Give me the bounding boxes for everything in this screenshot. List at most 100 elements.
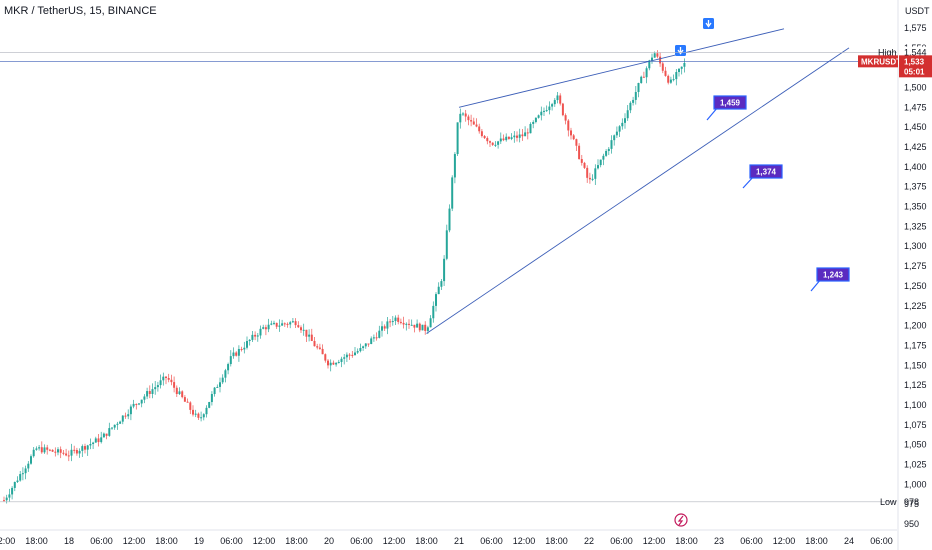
candle-body (443, 258, 446, 282)
candle-body (100, 437, 103, 443)
candle-body (516, 135, 518, 138)
candle-body (540, 111, 543, 116)
candle-body (84, 446, 86, 450)
candle-body (629, 102, 632, 111)
candle-body (553, 100, 556, 105)
candle-body (437, 286, 440, 295)
candle-body (518, 134, 521, 138)
candle-body (502, 138, 505, 141)
candle-body (159, 380, 162, 386)
candle-body (445, 230, 448, 259)
candle-body (499, 138, 502, 142)
candle-body (205, 407, 208, 415)
price-tick-label: 1,150 (904, 360, 927, 370)
candle-body (156, 385, 159, 388)
candle-body (208, 402, 211, 408)
candle-body (132, 403, 135, 407)
candle-body (181, 391, 184, 398)
candle-body (259, 328, 262, 336)
candle-body (224, 370, 227, 378)
candle-body (200, 417, 203, 419)
candle-body (656, 53, 659, 57)
time-tick-label: 12:00 (0, 536, 15, 546)
candle-body (108, 428, 111, 436)
candle-body (78, 450, 81, 454)
candle-body (48, 449, 51, 451)
candle-body (513, 135, 516, 138)
candle-body (127, 414, 130, 417)
candle-body (464, 113, 467, 117)
price-tick-label: 1,475 (904, 102, 927, 112)
candle-body (607, 148, 610, 151)
candle-body (597, 165, 599, 169)
candle-body (586, 167, 589, 178)
candle-body (148, 391, 151, 394)
candle-body (264, 327, 267, 330)
candle-body (67, 455, 70, 457)
time-tick-label: 12:00 (773, 536, 796, 546)
candle-body (210, 394, 213, 403)
candle-body (97, 438, 100, 443)
candle-body (610, 140, 613, 149)
candle-body (667, 75, 670, 83)
candle-body (54, 451, 57, 453)
price-tick-label: 1,200 (904, 321, 927, 331)
candle-body (21, 473, 24, 475)
price-tick-label: 1,375 (904, 182, 927, 192)
candle-body (294, 321, 297, 326)
candle-body (418, 323, 421, 331)
candle-body (105, 433, 108, 436)
candle-body (472, 121, 475, 125)
time-tick-label: 18:00 (545, 536, 568, 546)
candle-body (453, 154, 456, 178)
candle-body (451, 177, 454, 209)
candle-body (613, 135, 616, 141)
candle-body (27, 463, 30, 469)
candle-body (300, 327, 302, 331)
time-tick-label: 18:00 (285, 536, 308, 546)
price-tick-label: 1,450 (904, 122, 927, 132)
candle-body (216, 386, 219, 388)
candle-body (399, 321, 402, 323)
candle-body (480, 131, 483, 137)
countdown: 05:01 (904, 67, 925, 76)
time-tick-label: 18:00 (675, 536, 698, 546)
candle-body (494, 144, 497, 146)
candle-body (59, 449, 62, 453)
candle-body (302, 329, 305, 331)
candle-body (372, 337, 375, 339)
candle-body (186, 401, 189, 403)
candle-body (5, 497, 8, 501)
candle-body (675, 72, 678, 80)
candle-body (337, 361, 340, 363)
candle-body (273, 322, 275, 324)
candle-body (327, 360, 329, 366)
candle-body (567, 120, 570, 131)
candle-body (659, 56, 662, 64)
candle-body (543, 110, 545, 112)
candle-body (73, 449, 76, 451)
time-tick-label: 12:00 (253, 536, 276, 546)
candle-body (178, 391, 181, 395)
candle-body (491, 142, 494, 145)
candle-body (135, 403, 138, 405)
candle-body (359, 348, 362, 352)
candle-body (237, 348, 240, 356)
target-badge (816, 267, 850, 282)
candle-body (310, 334, 313, 341)
candle-body (162, 376, 165, 381)
candle-body (151, 389, 154, 394)
candle-body (572, 135, 575, 140)
candle-body (116, 423, 119, 425)
spark-icon (674, 513, 688, 527)
currency-label: USDT (905, 6, 930, 16)
candle-body (254, 334, 257, 337)
time-tick-label: 12:00 (383, 536, 406, 546)
high-value: 1,544 (904, 48, 927, 58)
candle-body (672, 79, 675, 81)
candle-body (129, 406, 132, 415)
candle-body (648, 60, 651, 69)
candle-body (599, 159, 602, 166)
candle-body (594, 168, 597, 179)
